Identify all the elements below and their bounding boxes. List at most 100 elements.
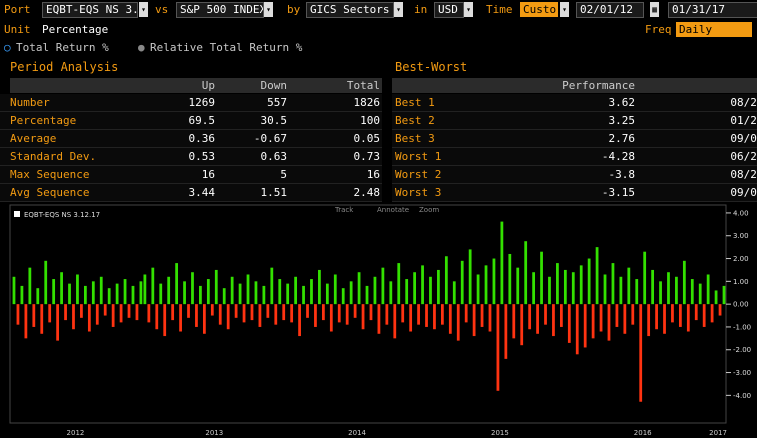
bar bbox=[448, 304, 452, 334]
dropdown[interactable]: ▾ bbox=[464, 2, 473, 17]
y-tick-label: 0.00 bbox=[733, 301, 749, 309]
row-label: Worst 3 bbox=[395, 186, 442, 199]
freq-field[interactable]: Daily bbox=[676, 22, 752, 37]
bar bbox=[80, 304, 83, 318]
cell: 5 bbox=[280, 168, 287, 181]
bar bbox=[16, 304, 20, 325]
cell: 09/08/201 bbox=[730, 132, 757, 145]
calendar[interactable]: ▦ bbox=[650, 2, 659, 17]
bar bbox=[393, 304, 397, 339]
dropdown[interactable]: ▾ bbox=[139, 2, 148, 17]
radio-selected[interactable]: ○ bbox=[4, 41, 11, 54]
bar bbox=[349, 281, 353, 305]
bar bbox=[28, 267, 32, 305]
cell: 1269 bbox=[188, 96, 216, 109]
section-title: Period Analysis bbox=[10, 60, 119, 74]
row-label: Avg Sequence bbox=[10, 186, 90, 199]
label: by bbox=[287, 3, 301, 16]
bar bbox=[417, 304, 420, 325]
bar bbox=[210, 304, 214, 316]
bar bbox=[230, 276, 234, 305]
dropdown[interactable]: ▾ bbox=[264, 2, 273, 17]
cell: 0.73 bbox=[353, 150, 381, 163]
row-label: Max Sequence bbox=[10, 168, 90, 181]
label: Unit bbox=[4, 23, 31, 36]
bar bbox=[76, 274, 79, 305]
radio-label[interactable]: Relative Total Return % bbox=[150, 41, 303, 54]
bar bbox=[651, 269, 655, 305]
bar bbox=[702, 304, 706, 327]
bar bbox=[206, 279, 210, 305]
time-field[interactable]: Custo bbox=[520, 2, 558, 17]
end-date[interactable]: 01/31/17 bbox=[668, 2, 757, 18]
bar bbox=[718, 304, 722, 316]
row bbox=[0, 166, 382, 184]
column-header: Performance bbox=[562, 79, 635, 92]
legend-swatch bbox=[14, 211, 20, 217]
bar bbox=[663, 304, 666, 334]
benchmark-field[interactable]: S&P 500 INDEX bbox=[176, 2, 264, 18]
bar bbox=[655, 304, 658, 330]
bar bbox=[246, 274, 250, 305]
table-header bbox=[10, 78, 382, 93]
cell: -3.8 bbox=[608, 168, 636, 181]
bar bbox=[690, 279, 694, 305]
bar bbox=[91, 281, 95, 305]
cell: 1826 bbox=[353, 96, 381, 109]
chart-tool: Zoom bbox=[419, 206, 439, 214]
bar bbox=[694, 304, 698, 321]
bar bbox=[242, 304, 246, 323]
bar bbox=[381, 267, 385, 305]
cell: 557 bbox=[267, 96, 287, 109]
currency-field[interactable]: USD bbox=[434, 2, 464, 18]
bar bbox=[452, 281, 456, 305]
bar bbox=[40, 304, 44, 334]
bar bbox=[433, 304, 436, 330]
unit-field[interactable]: Percentage bbox=[42, 23, 109, 36]
x-tick-label: 2016 bbox=[634, 429, 652, 437]
bar bbox=[647, 304, 651, 337]
cell: 09/01/201 bbox=[730, 186, 757, 199]
row-label: Standard Dev. bbox=[10, 150, 97, 163]
bar bbox=[607, 304, 611, 341]
start-date[interactable]: 02/01/12 bbox=[576, 2, 644, 18]
bar bbox=[353, 304, 357, 318]
bar bbox=[298, 304, 301, 337]
bar bbox=[262, 285, 266, 305]
bar bbox=[250, 304, 254, 321]
bar bbox=[357, 272, 361, 305]
bar bbox=[254, 281, 258, 305]
grouping-field[interactable]: GICS Sectors bbox=[306, 2, 394, 18]
cell: -3.15 bbox=[601, 186, 635, 199]
bar bbox=[155, 304, 159, 330]
dropdown[interactable]: ▾ bbox=[560, 2, 569, 17]
bar bbox=[686, 304, 690, 332]
y-tick-label: 4.00 bbox=[733, 209, 749, 217]
row-label: Best 1 bbox=[395, 96, 435, 109]
bar bbox=[171, 304, 175, 321]
bar bbox=[119, 304, 123, 323]
cell: 06/24/201 bbox=[730, 150, 757, 163]
bar bbox=[310, 279, 313, 305]
dropdown[interactable]: ▾ bbox=[394, 2, 403, 17]
label: Time bbox=[486, 3, 513, 16]
bar bbox=[460, 260, 464, 305]
bar bbox=[64, 304, 67, 321]
bar bbox=[667, 272, 670, 305]
bar bbox=[107, 288, 111, 305]
row bbox=[392, 94, 757, 112]
legend-label: EQBT-EQS NS 3.12.17 bbox=[24, 211, 100, 219]
bar bbox=[627, 267, 631, 305]
bar bbox=[369, 304, 373, 321]
radio-label[interactable]: Total Return % bbox=[16, 41, 109, 54]
radio[interactable]: ● bbox=[138, 41, 145, 54]
bar bbox=[179, 304, 182, 332]
bar bbox=[623, 304, 627, 334]
row-label: Worst 2 bbox=[395, 168, 442, 181]
bar bbox=[131, 285, 135, 305]
bar bbox=[520, 304, 524, 346]
bar bbox=[286, 283, 290, 305]
bar bbox=[532, 272, 536, 305]
row-label: Number bbox=[10, 96, 50, 109]
port-field[interactable]: EQBT-EQS NS 3. bbox=[42, 2, 138, 18]
